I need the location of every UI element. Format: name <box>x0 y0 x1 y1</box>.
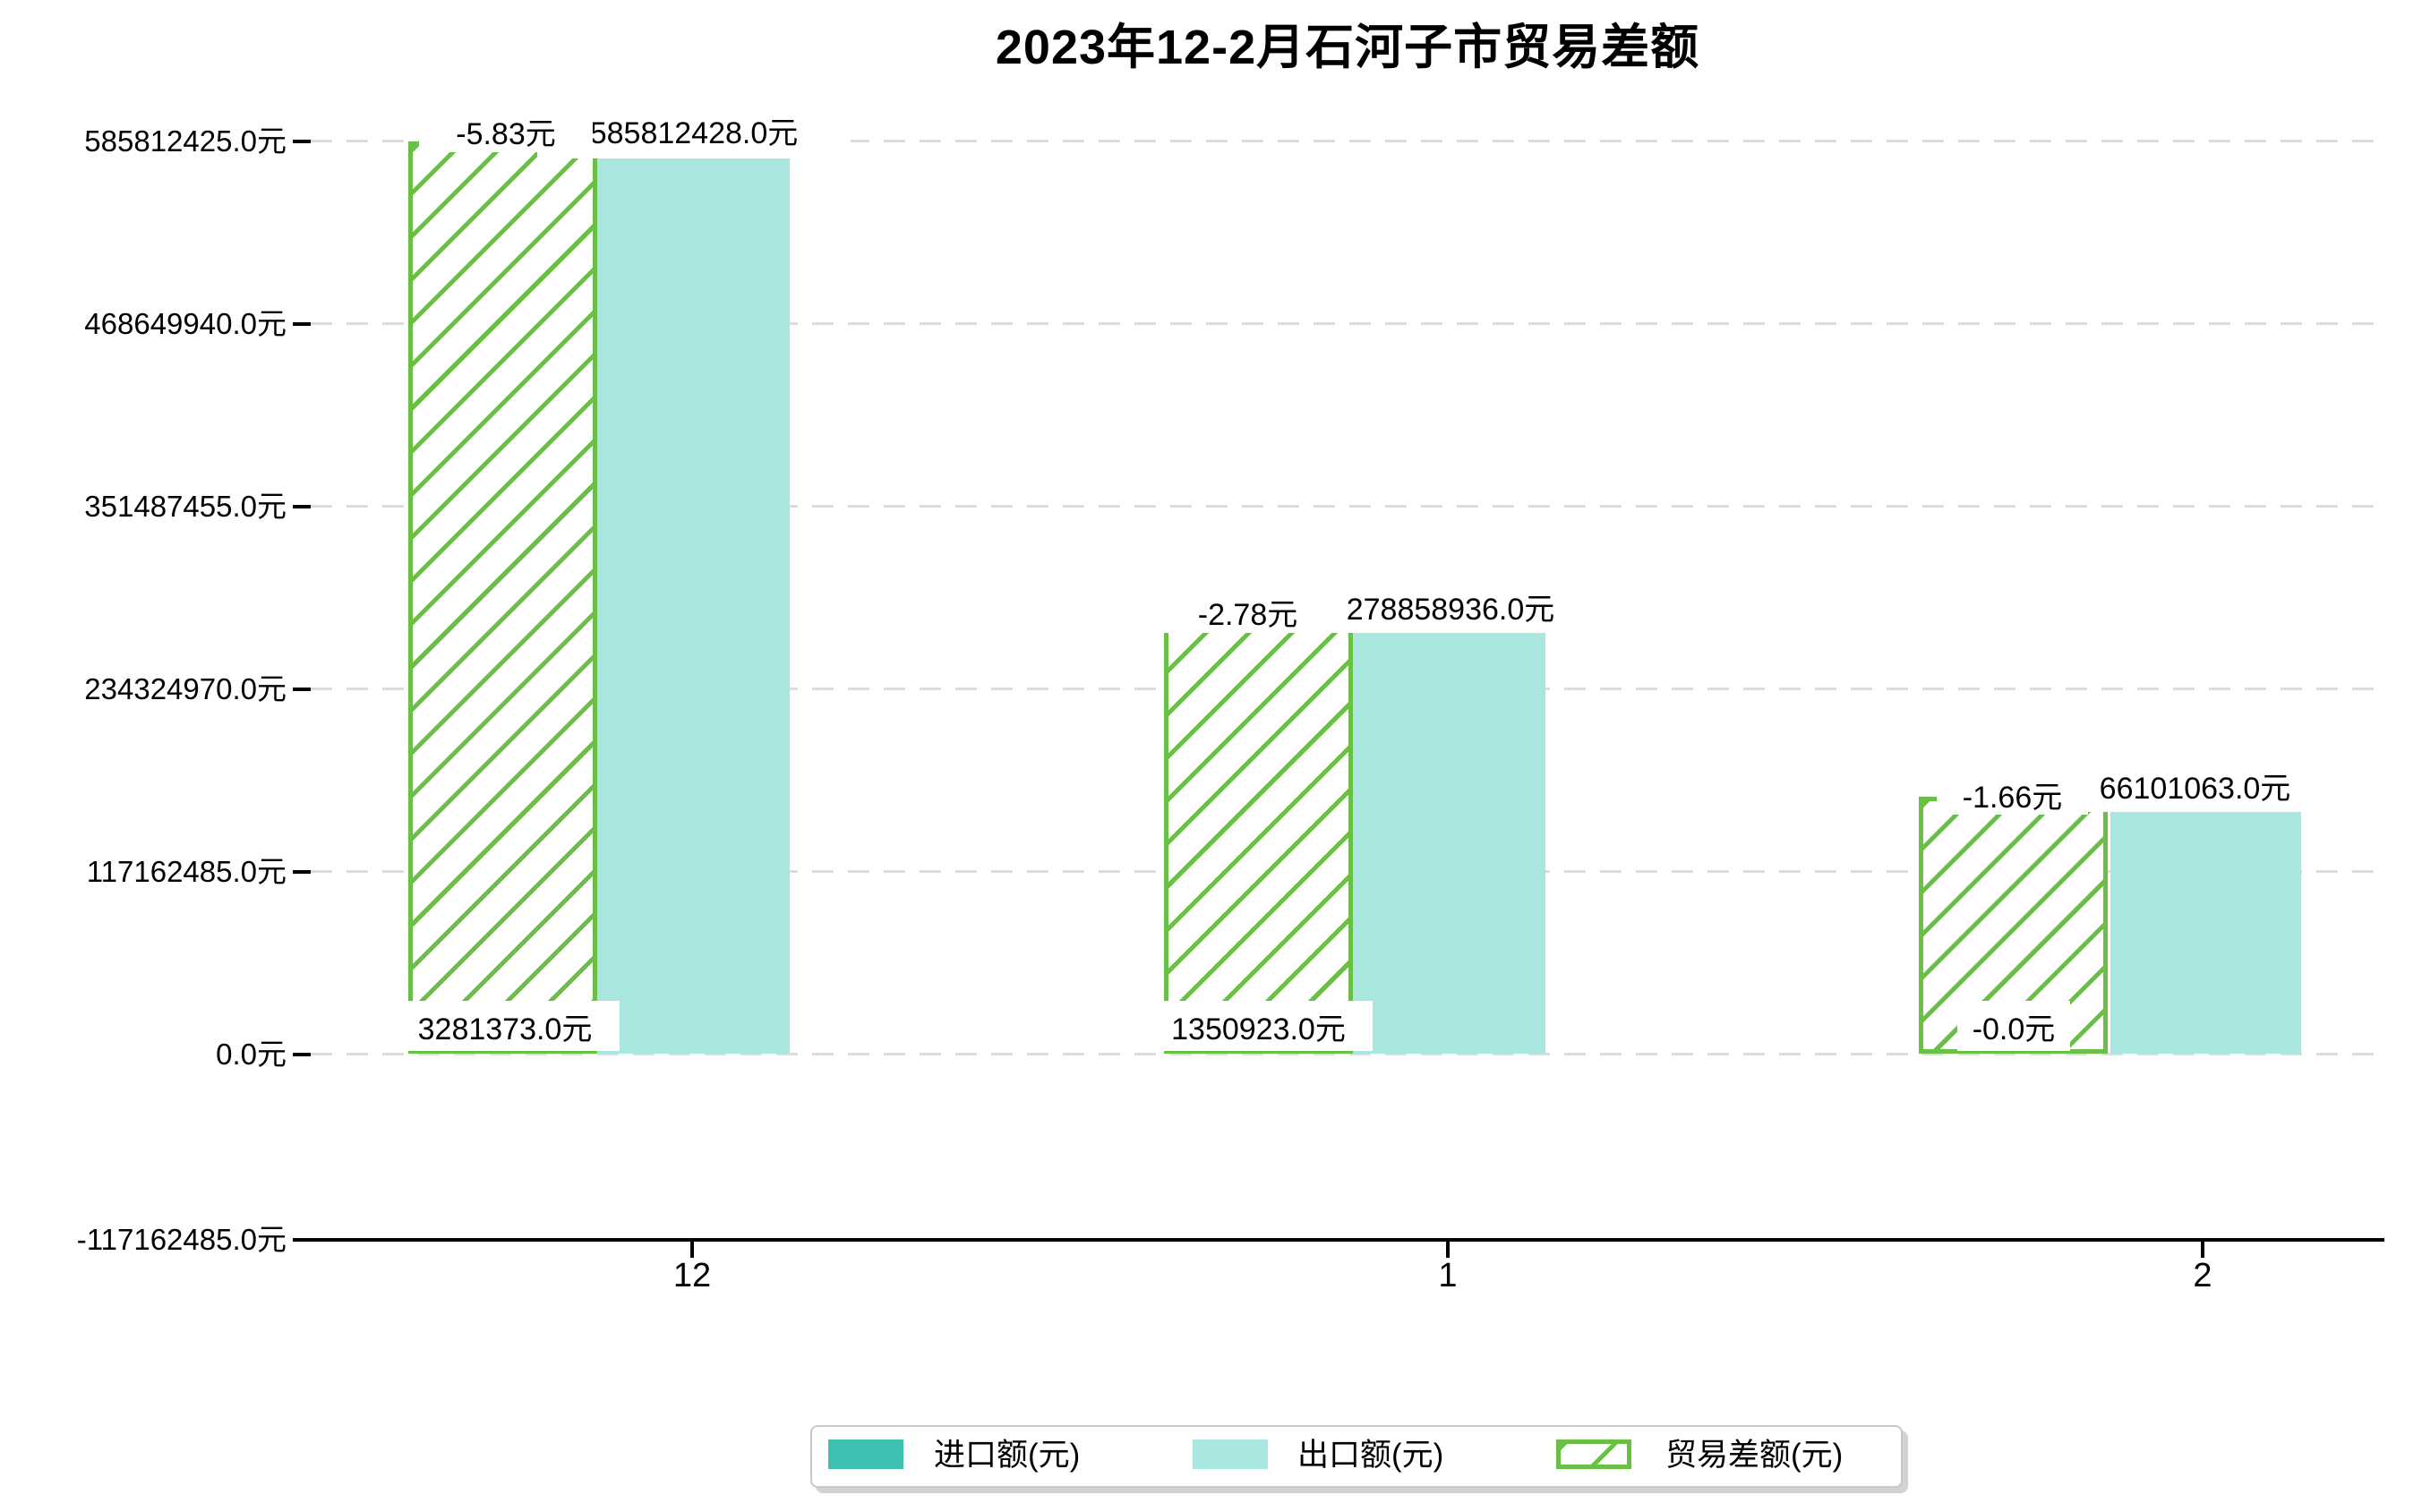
gridline-585812425 <box>311 140 2384 142</box>
gridline-0 <box>311 1053 2384 1055</box>
y-tick-label: 468649940.0元 <box>84 307 287 340</box>
x-tick-label-jan: 1 <box>1438 1257 1458 1294</box>
trade-diff-label-feb: -1.66元 <box>1937 774 2088 815</box>
export-value-label-feb: 66101063.0元 <box>2077 759 2313 812</box>
legend-label-diff: 贸易差额(元) <box>1665 1438 1844 1473</box>
gridline-351487455 <box>311 505 2384 508</box>
trade-diff-label-dec: -5.83元 <box>419 110 593 152</box>
legend: 进口额(元) 出口额(元) 贸易差额(元) <box>810 1425 1903 1488</box>
y-tick-label: 117162485.0元 <box>86 855 287 888</box>
x-axis-line <box>300 1238 2384 1242</box>
y-tick-label: -117162485.0元 <box>76 1223 287 1256</box>
y-tick-mark <box>293 322 311 326</box>
bar-export-feb[interactable] <box>2110 812 2301 1054</box>
legend-label-export: 出口额(元) <box>1297 1438 1444 1473</box>
y-tick-mark <box>293 140 311 143</box>
bar-export-dec[interactable] <box>597 141 790 1054</box>
bar-trade-diff-jan[interactable] <box>1164 619 1353 1054</box>
bar-export-jan[interactable] <box>1353 619 1545 1054</box>
y-tick-label: 585812425.0元 <box>84 124 287 158</box>
bar-trade-diff-feb[interactable] <box>1919 797 2108 1054</box>
bar-trade-diff-dec[interactable] <box>408 141 597 1054</box>
y-tick-mark <box>293 505 311 508</box>
chart-title: 2023年12-2月石河子市贸易差额 <box>995 21 1700 74</box>
import-value-label-feb: -0.0元 <box>1957 1001 2070 1051</box>
trade-diff-swatch-icon <box>1556 1439 1631 1469</box>
x-tick-mark <box>2201 1240 2204 1258</box>
export-swatch-icon <box>1193 1439 1268 1469</box>
y-tick-mark <box>293 1053 311 1056</box>
export-value-label-jan: 278858936.0元 <box>1294 580 1607 633</box>
x-tick-mark <box>690 1240 694 1258</box>
y-tick-mark <box>293 688 311 691</box>
trade-diff-label-jan: -2.78元 <box>1160 591 1336 633</box>
y-tick-label: 351487455.0元 <box>84 490 287 523</box>
y-tick-mark <box>293 870 311 874</box>
y-tick-label: 234324970.0元 <box>84 672 287 705</box>
legend-label-import: 进口额(元) <box>934 1438 1081 1473</box>
x-tick-label-dec: 12 <box>672 1257 712 1294</box>
y-tick-label: 0.0元 <box>216 1038 287 1071</box>
import-value-label-jan: 1350923.0元 <box>1144 1001 1373 1051</box>
import-value-label-dec: 3281373.0元 <box>390 1001 620 1051</box>
y-tick-mark <box>293 1238 311 1242</box>
gridline-468649940 <box>311 322 2384 325</box>
import-swatch-icon <box>828 1439 903 1469</box>
x-tick-label-feb: 2 <box>2193 1257 2212 1294</box>
x-tick-mark <box>1446 1240 1450 1258</box>
